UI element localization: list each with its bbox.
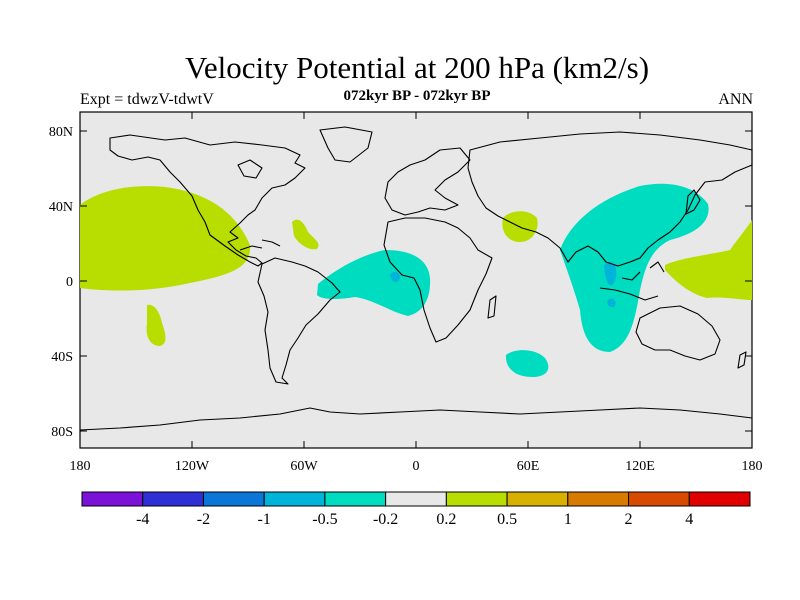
colorbar-box	[506, 491, 569, 507]
coast-japan	[685, 189, 701, 215]
coast-south-america	[257, 257, 341, 385]
stronger-negative-maritime	[604, 262, 617, 286]
stronger-negative-indian	[607, 298, 616, 308]
coast-africa	[383, 217, 493, 343]
stronger-negative-atlantic	[390, 271, 400, 283]
colorbar-box	[445, 491, 508, 507]
x-tick-label: 120E	[625, 459, 655, 474]
coast-north-america	[109, 134, 306, 267]
colorbar-box	[263, 491, 326, 507]
map-axes	[79, 112, 753, 448]
period-label: 072kyr BP - 072kyr BP	[343, 88, 491, 104]
negative-region-south-indian-ocean	[505, 350, 549, 377]
y-tick-label: 40S	[51, 350, 73, 365]
colorbar-label: 2	[625, 511, 633, 528]
negative-region-asia-indian-ocean	[560, 183, 709, 352]
colorbar-label: 4	[685, 511, 693, 528]
colorbar-label: 0.5	[497, 511, 517, 528]
colorbar-box	[202, 491, 265, 507]
positive-region-atlantic-north	[292, 219, 319, 250]
colorbar-label: 1	[564, 511, 572, 528]
colorbar-boxes	[81, 491, 751, 507]
coast-antarctica	[79, 407, 753, 431]
y-tick-label: 80S	[51, 425, 73, 440]
colorbar-box	[324, 491, 387, 507]
colorbar-label: -1	[258, 511, 271, 528]
positive-region-west-pacific	[665, 220, 752, 300]
coast-hudson	[237, 159, 263, 179]
negative-region-atlantic	[317, 250, 431, 316]
map-title: Velocity Potential at 200 hPa (km2/s)	[184, 50, 650, 85]
axis-tick-labels: 80N 40N 0 40S 80S 180 120W 60W 0 60E 120E 180	[49, 125, 763, 474]
coast-greenland	[319, 126, 373, 163]
x-tick-label: 120W	[175, 459, 210, 474]
colorbar-box	[142, 491, 204, 507]
coastlines	[79, 126, 753, 431]
colorbar-box	[81, 491, 144, 507]
season-label: ANN	[718, 91, 753, 108]
colorbar-box	[628, 491, 690, 507]
y-tick-label: 0	[66, 275, 73, 290]
y-tick-label: 80N	[49, 125, 73, 140]
y-tick-label: 40N	[49, 200, 73, 215]
x-tick-label: 180	[70, 459, 91, 474]
colorbar-box	[688, 491, 751, 507]
x-tick-label: 180	[742, 459, 763, 474]
colorbar-labels: -4 -2 -1 -0.5 -0.2 0.2 0.5 1 2 4	[136, 511, 693, 528]
experiment-label: Expt = tdwzV-tdwtV	[80, 91, 214, 108]
colorbar-label: 0.2	[436, 511, 456, 528]
x-tick-label: 0	[413, 459, 420, 474]
coast-new-zealand	[737, 351, 747, 369]
anomaly-regions	[80, 183, 752, 377]
colorbar-label: -2	[197, 511, 210, 528]
coast-asia	[467, 131, 753, 267]
positive-region-south-pacific	[146, 304, 166, 346]
coast-madagascar	[487, 295, 497, 319]
x-tick-label: 60E	[517, 459, 540, 474]
colorbar-label: -0.2	[373, 511, 398, 528]
positive-region-pacific	[80, 186, 251, 291]
coast-caribbean	[239, 239, 281, 251]
coast-australia	[635, 305, 721, 361]
coast-europe	[384, 147, 471, 216]
x-tick-label: 60W	[290, 459, 318, 474]
coast-indonesia	[599, 261, 665, 301]
colorbar-label: -0.5	[312, 511, 337, 528]
colorbar-box	[385, 491, 447, 507]
colorbar-box	[567, 491, 630, 507]
colorbar-label: -4	[136, 511, 149, 528]
